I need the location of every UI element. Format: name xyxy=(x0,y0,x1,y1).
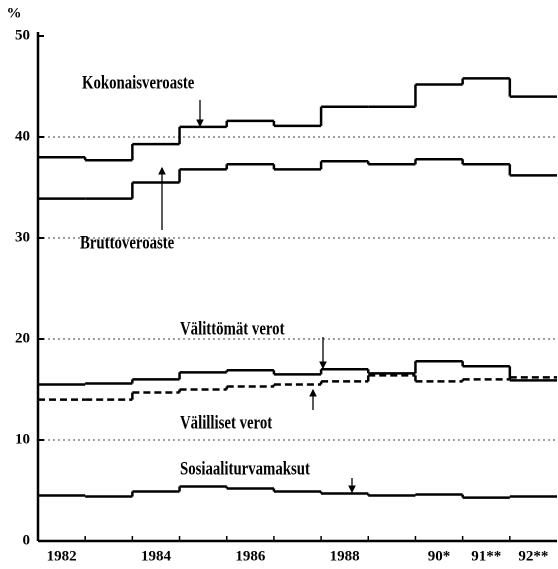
arrow-head xyxy=(196,119,204,128)
x-tick-label: 1986 xyxy=(235,548,266,564)
y-tick-label: 50 xyxy=(15,27,30,43)
series-label: Bruttoveroaste xyxy=(80,232,175,253)
y-tick-label: 20 xyxy=(15,330,30,346)
series-label: Sosiaaliturvamaksut xyxy=(180,458,310,479)
y-tick-label: 40 xyxy=(15,128,30,144)
x-tick-label: 92** xyxy=(518,548,548,564)
arrow-head xyxy=(158,166,166,175)
x-tick-label: 90* xyxy=(428,548,451,564)
series-label: Välittömät verot xyxy=(180,318,285,339)
arrow-head xyxy=(319,361,327,370)
series-label: Välilliset verot xyxy=(180,412,272,433)
x-tick-label: 1988 xyxy=(330,548,360,564)
arrow-head xyxy=(348,485,356,494)
x-tick-label: 1982 xyxy=(47,548,77,564)
y-tick-label: 10 xyxy=(15,431,30,447)
y-tick-label: 0 xyxy=(23,532,31,548)
series-label: Kokonaisveroaste xyxy=(82,72,195,93)
y-tick-label: 30 xyxy=(15,229,30,245)
x-tick-label: 91** xyxy=(471,548,501,564)
y-axis-label: % xyxy=(7,5,22,21)
arrow-head xyxy=(309,388,317,397)
x-tick-label: 1984 xyxy=(141,548,172,564)
